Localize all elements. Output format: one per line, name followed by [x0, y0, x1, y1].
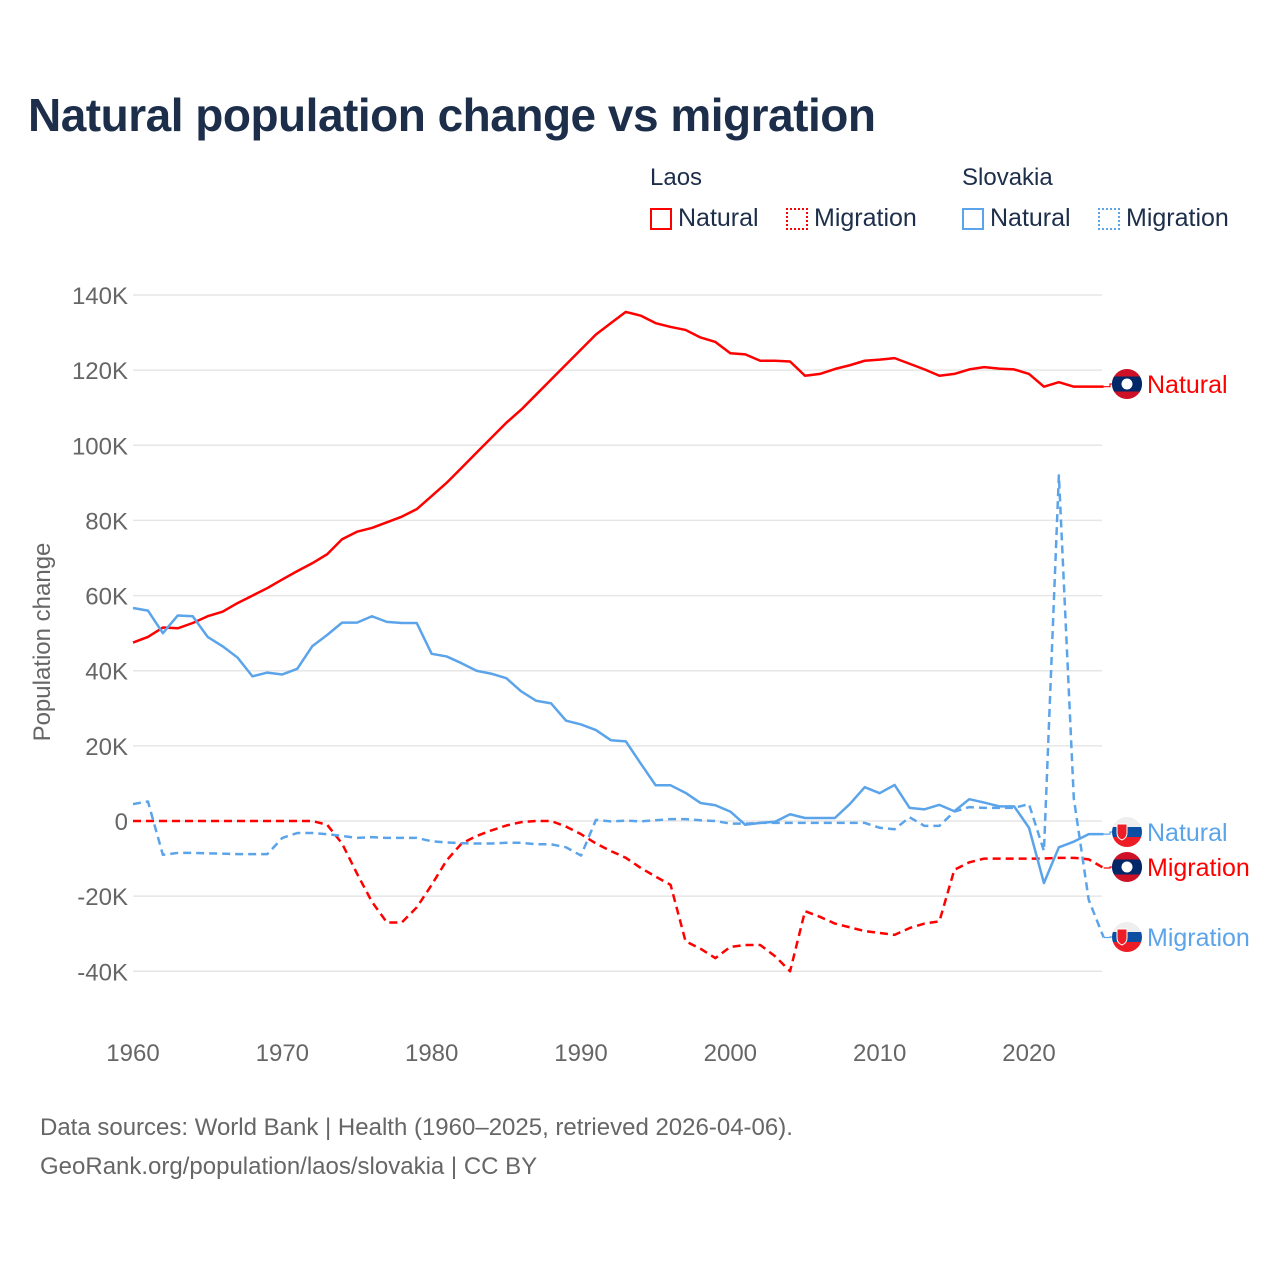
legend-laos-natural[interactable]: Natural	[650, 204, 759, 233]
x-tick-label: 1980	[405, 1040, 458, 1067]
series-line-slovakia-natural	[132, 606, 1104, 885]
y-tick-label: 140K	[72, 283, 128, 310]
laos-flag-icon	[1112, 852, 1142, 882]
source-link[interactable]: GeoRank.org/population/laos/slovakia | C…	[40, 1153, 538, 1180]
y-tick-label: 80K	[85, 508, 128, 535]
chart-title: Natural population change vs migration	[28, 89, 876, 141]
laos-flag-icon	[1112, 369, 1142, 399]
x-tick-label: 1960	[106, 1040, 159, 1067]
y-tick-label: 60K	[85, 584, 128, 611]
y-tick-label: 40K	[85, 659, 128, 686]
legend-group-slovakia: Slovakia	[962, 164, 1053, 191]
series-end-label: Natural	[1147, 819, 1228, 847]
x-tick-label: 2000	[704, 1040, 757, 1067]
legend-slovakia-migration[interactable]: Migration	[1098, 204, 1229, 233]
x-tick-label: 2010	[853, 1040, 906, 1067]
legend-swatch-solid-blue	[962, 207, 984, 230]
x-tick-label: 1990	[554, 1040, 607, 1067]
x-tick-label: 1970	[256, 1040, 309, 1067]
series-end-label: Migration	[1147, 924, 1250, 952]
y-tick-label: -20K	[77, 884, 128, 911]
series-end-label: Natural	[1147, 371, 1228, 399]
legend-swatch-dotted-red	[786, 207, 808, 230]
slovakia-flag-icon	[1112, 922, 1142, 952]
legend-label: Migration	[814, 204, 917, 232]
y-tick-label: 120K	[72, 358, 128, 385]
data-sources: Data sources: World Bank | Health (1960–…	[40, 1114, 793, 1141]
legend-label: Migration	[1126, 204, 1229, 232]
y-axis-label: Population change	[29, 543, 56, 742]
x-tick-label: 2020	[1002, 1040, 1055, 1067]
footer: Data sources: World Bank | Health (1960–…	[40, 1108, 793, 1186]
legend-swatch-solid-red	[650, 207, 672, 230]
legend-slovakia-natural[interactable]: Natural	[962, 204, 1071, 233]
legend-laos-migration[interactable]: Migration	[786, 204, 917, 233]
series-line-laos-natural	[132, 310, 1104, 644]
series-line-laos-migration	[133, 819, 1105, 973]
y-tick-label: 20K	[85, 734, 128, 761]
legend-swatch-dotted-blue	[1098, 207, 1120, 230]
y-tick-label: 100K	[72, 433, 128, 460]
series-end-label: Migration	[1147, 854, 1250, 882]
legend-group-laos: Laos	[650, 164, 703, 191]
y-tick-label: 0	[115, 809, 128, 836]
y-tick-label: -40K	[77, 959, 128, 986]
slovakia-flag-icon	[1112, 817, 1142, 847]
series-line-slovakia-migration	[132, 474, 1105, 938]
legend-label: Natural	[678, 204, 759, 232]
legend-label: Natural	[990, 204, 1071, 232]
